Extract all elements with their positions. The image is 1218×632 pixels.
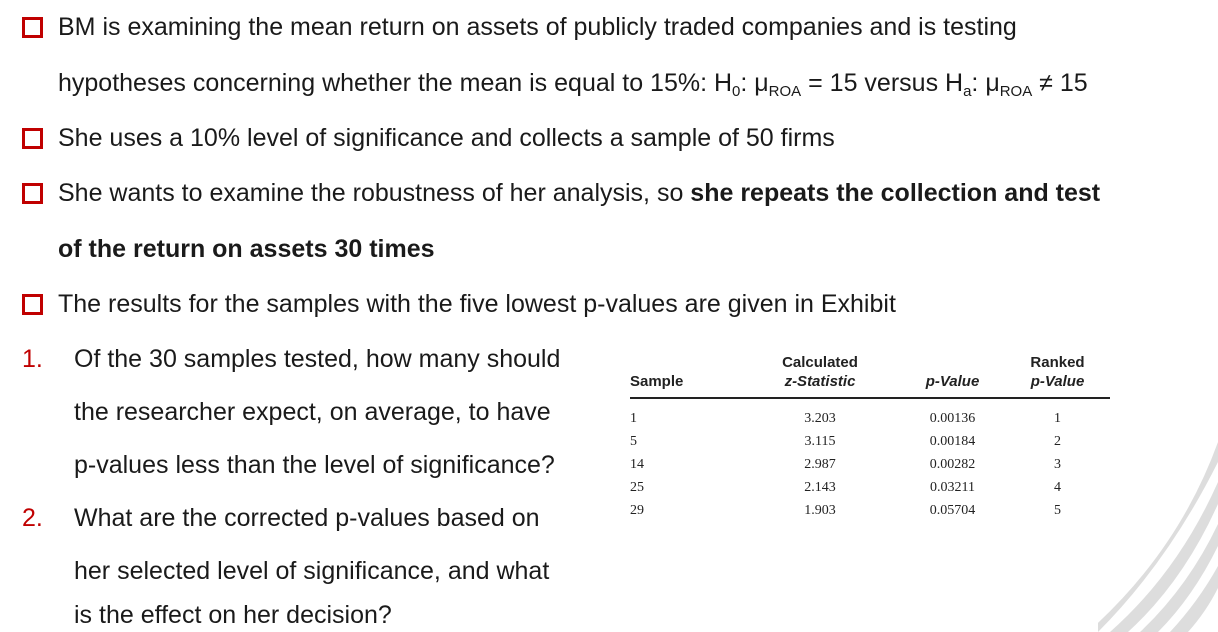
- exhibit-header-row: Sample Calculated z-Statistic p-Value Ran…: [630, 353, 1110, 398]
- table-row: 1 3.203 0.00136 1: [630, 398, 1110, 430]
- cell-sample: 29: [630, 502, 644, 518]
- question-2-line-1: What are the corrected p-values based on: [74, 504, 540, 532]
- question-1-number: 1.: [22, 345, 43, 373]
- bullet-1-line-2: hypotheses concerning whether the mean i…: [58, 69, 1088, 100]
- bullet-square-icon: [22, 128, 43, 149]
- cell-rank: 1: [1054, 410, 1061, 426]
- bullet-square-icon: [22, 294, 43, 315]
- cell-rank: 5: [1054, 502, 1061, 518]
- cell-p-value: 0.00136: [929, 410, 976, 426]
- cell-p-value: 0.00184: [929, 433, 976, 449]
- bullet-3-line-2: of the return on assets 30 times: [58, 235, 435, 263]
- cell-sample: 5: [630, 433, 637, 449]
- question-2-number: 2.: [22, 504, 43, 532]
- cell-z-statistic: 2.143: [804, 479, 836, 495]
- question-1-line-1: Of the 30 samples tested, how many shoul…: [74, 345, 561, 373]
- exhibit-table: Sample Calculated z-Statistic p-Value Ran…: [630, 353, 1110, 522]
- decorative-stripes-icon: [1098, 442, 1218, 632]
- table-row: 25 2.143 0.03211 4: [630, 476, 1110, 499]
- cell-sample: 1: [630, 410, 637, 426]
- bullet-1-line-1: BM is examining the mean return on asset…: [58, 13, 1017, 41]
- header-ranked-p-value: Ranked p-Value: [1030, 354, 1085, 390]
- header-p-value: p-Value: [925, 373, 980, 390]
- cell-z-statistic: 3.115: [804, 433, 836, 449]
- table-row: 29 1.903 0.05704 5: [630, 499, 1110, 522]
- cell-rank: 4: [1054, 479, 1061, 495]
- table-row: 5 3.115 0.00184 2: [630, 430, 1110, 453]
- cell-p-value: 0.05704: [929, 502, 976, 518]
- header-z-statistic: Calculated z-Statistic: [782, 354, 858, 390]
- cell-p-value: 0.03211: [930, 479, 975, 495]
- cell-sample: 25: [630, 479, 644, 495]
- cell-p-value: 0.00282: [929, 456, 976, 472]
- cell-z-statistic: 3.203: [804, 410, 836, 426]
- table-row: 14 2.987 0.00282 3: [630, 453, 1110, 476]
- cell-sample: 14: [630, 456, 644, 472]
- bullet-2-text: She uses a 10% level of significance and…: [58, 124, 835, 152]
- bullet-4-text: The results for the samples with the fiv…: [58, 290, 896, 318]
- cell-z-statistic: 2.987: [804, 456, 836, 472]
- cell-rank: 3: [1054, 456, 1061, 472]
- bullet-3-text: She wants to examine the robustness of h…: [58, 179, 1101, 207]
- question-2-line-2: her selected level of significance, and …: [74, 557, 550, 585]
- bullet-square-icon: [22, 183, 43, 204]
- cell-rank: 2: [1054, 433, 1061, 449]
- question-1-line-2: the researcher expect, on average, to ha…: [74, 398, 551, 426]
- header-sample: Sample: [630, 373, 684, 390]
- question-2-line-3: is the effect on her decision?: [74, 601, 392, 629]
- question-1-line-3: p-values less than the level of signific…: [74, 451, 555, 479]
- cell-z-statistic: 1.903: [804, 502, 836, 518]
- bullet-square-icon: [22, 17, 43, 38]
